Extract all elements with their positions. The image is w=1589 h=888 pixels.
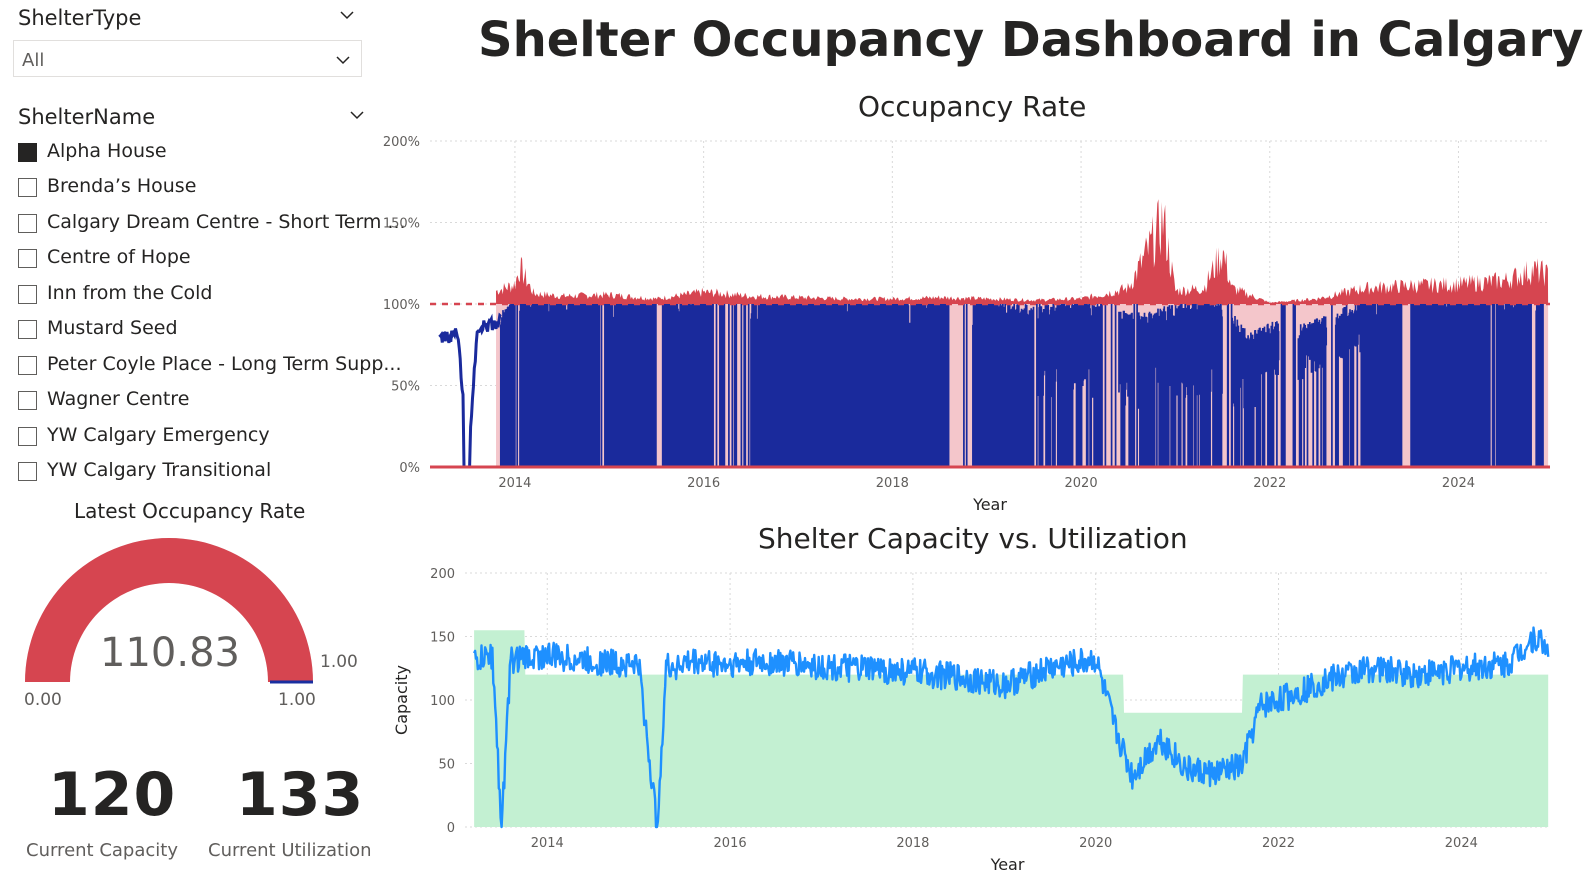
y-tick-label: 0%: [399, 461, 420, 476]
y-tick-label: 150%: [383, 217, 420, 232]
x-tick-label: 2022: [1253, 476, 1286, 491]
current-capacity-value: 120: [48, 760, 177, 830]
y-tick-label: 0: [447, 821, 455, 836]
over-capacity-band: [496, 199, 1549, 304]
shelter-name-label: Centre of Hope: [47, 246, 191, 268]
shelter-name-label: Brenda’s House: [47, 175, 197, 197]
shelter-type-selected-value: All: [22, 50, 45, 71]
x-tick-label: 2014: [531, 836, 564, 851]
gauge-min-label: 0.00: [24, 690, 62, 710]
y-tick-label: 150: [430, 631, 455, 646]
x-tick-label: 2014: [498, 476, 531, 491]
x-tick-label: 2022: [1262, 836, 1295, 851]
shelter-name-item[interactable]: Mustard Seed: [18, 317, 378, 343]
shelter-name-item[interactable]: Inn from the Cold: [18, 282, 378, 308]
y-tick-label: 50: [438, 758, 455, 773]
checkbox[interactable]: [18, 320, 37, 339]
shelter-name-item[interactable]: Calgary Dream Centre - Short Term ...: [18, 211, 406, 237]
x-axis-title: Year: [972, 495, 1007, 514]
occupancy-gauge: [25, 538, 313, 684]
checkbox[interactable]: [18, 462, 37, 481]
capacity-utilization-chart: 0 50 100 150 200 2014 2016 2018 2020 2022 2024 Year…: [392, 567, 1550, 874]
shelter-name-label: Wagner Centre: [47, 388, 190, 410]
occupancy-rate-chart: 0% 50% 100% 150% 200% 2014 2016 2018 2020 2022 202…: [383, 135, 1550, 514]
chevron-down-icon: [336, 53, 350, 67]
shelter-name-item[interactable]: Alpha House: [18, 140, 378, 166]
x-tick-label: 2018: [896, 836, 929, 851]
x-tick-label: 2024: [1442, 476, 1475, 491]
shelter-name-label: Peter Coyle Place - Long Term Supp...: [47, 353, 402, 375]
y-tick-label: 200%: [383, 135, 420, 150]
dashboard-title: Shelter Occupancy Dashboard in Calgary: [478, 12, 1584, 68]
shelter-name-item[interactable]: Peter Coyle Place - Long Term Supp...: [18, 353, 402, 379]
occupancy-chart-title: Occupancy Rate: [858, 90, 1087, 123]
checkbox[interactable]: [18, 214, 37, 233]
capacity-area: [474, 630, 1549, 827]
y-tick-label: 100: [430, 694, 455, 709]
gauge-value: 110.83: [100, 630, 240, 676]
x-tick-label: 2016: [687, 476, 720, 491]
checkbox[interactable]: [18, 249, 37, 268]
x-tick-label: 2020: [1065, 476, 1098, 491]
checkbox[interactable]: [18, 178, 37, 197]
x-tick-label: 2020: [1079, 836, 1112, 851]
shelter-name-label: Alpha House: [47, 140, 167, 162]
gauge-max-label: 1.00: [278, 690, 316, 710]
shelter-name-item[interactable]: YW Calgary Emergency: [18, 424, 378, 450]
shelter-type-dropdown[interactable]: All: [13, 40, 362, 77]
gauge-fill-arc: [25, 538, 313, 682]
checkbox[interactable]: [18, 391, 37, 410]
chevron-down-icon[interactable]: [340, 8, 354, 22]
x-axis-title: Year: [990, 855, 1025, 874]
shelter-name-label: Calgary Dream Centre - Short Term ...: [47, 211, 406, 233]
shelter-name-label: YW Calgary Transitional: [47, 459, 272, 481]
shelter-name-item[interactable]: Brenda’s House: [18, 175, 378, 201]
current-utilization-label: Current Utilization: [208, 840, 372, 861]
capacity-chart-title: Shelter Capacity vs. Utilization: [758, 522, 1188, 555]
current-utilization-value: 133: [236, 760, 365, 830]
gauge-title: Latest Occupancy Rate: [74, 499, 306, 523]
shelter-name-label: YW Calgary Emergency: [47, 424, 270, 446]
chevron-down-icon[interactable]: [350, 108, 364, 122]
y-axis-title: Capacity: [392, 665, 411, 735]
current-capacity-label: Current Capacity: [26, 840, 178, 861]
checkbox-checked[interactable]: [18, 143, 37, 162]
shelter-name-item[interactable]: Centre of Hope: [18, 246, 378, 272]
x-tick-label: 2024: [1445, 836, 1478, 851]
shelter-name-item[interactable]: YW Calgary Transitional: [18, 459, 378, 485]
shelter-name-label: Inn from the Cold: [47, 282, 213, 304]
shelter-name-slicer-title: ShelterName: [18, 105, 156, 129]
x-tick-label: 2018: [876, 476, 909, 491]
checkbox[interactable]: [18, 427, 37, 446]
shelter-name-item[interactable]: Wagner Centre: [18, 388, 378, 414]
occupancy-line: [438, 312, 502, 469]
shelter-name-label: Mustard Seed: [47, 317, 178, 339]
occupancy-bars: [499, 304, 1544, 467]
utilization-line: [473, 626, 1550, 829]
y-tick-label: 50%: [391, 380, 420, 395]
gauge-target-label: 1.00: [320, 652, 358, 672]
checkbox[interactable]: [18, 356, 37, 375]
x-tick-label: 2016: [714, 836, 747, 851]
shelter-type-slicer-title: ShelterType: [18, 6, 142, 30]
y-tick-label: 200: [430, 567, 455, 582]
y-tick-label: 100%: [383, 298, 420, 313]
checkbox[interactable]: [18, 285, 37, 304]
